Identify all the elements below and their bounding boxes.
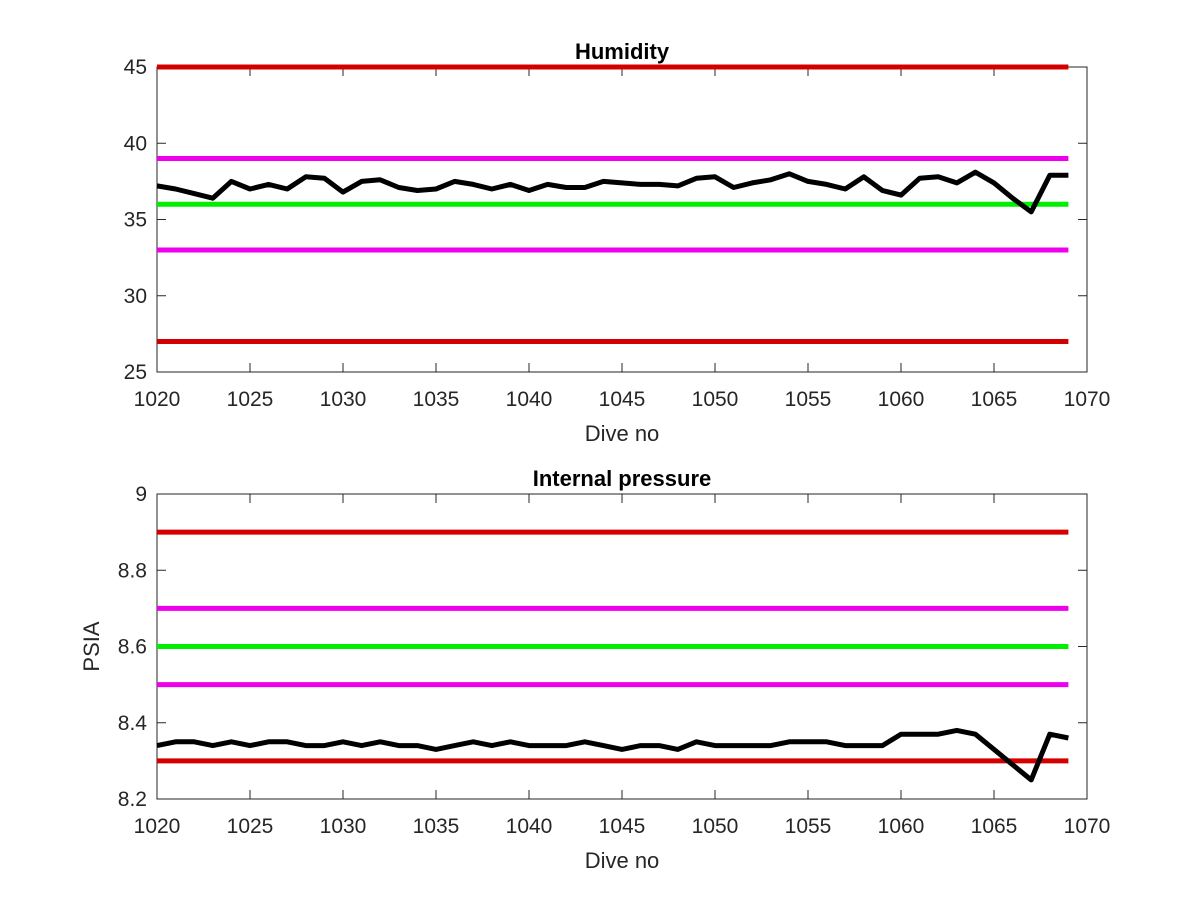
x-tick-label-humidity: 1035 — [413, 388, 460, 411]
x-axis-label-pressure: Dive no — [585, 848, 660, 873]
x-tick-label-pressure: 1050 — [692, 815, 739, 838]
x-tick-label-pressure: 1020 — [134, 815, 181, 838]
x-tick-label-pressure: 1035 — [413, 815, 460, 838]
x-tick-label-humidity: 1020 — [134, 388, 181, 411]
x-tick-label-pressure: 1025 — [227, 815, 274, 838]
x-tick-label-humidity: 1050 — [692, 388, 739, 411]
x-tick-label-pressure: 1030 — [320, 815, 367, 838]
y-tick-label-humidity: 45 — [124, 56, 147, 79]
x-tick-label-pressure: 1055 — [785, 815, 832, 838]
x-tick-label-pressure: 1040 — [506, 815, 553, 838]
y-tick-label-humidity: 35 — [124, 209, 147, 232]
x-tick-label-humidity: 1055 — [785, 388, 832, 411]
y-tick-label-pressure: 8.4 — [118, 712, 148, 735]
charts-root: Humidity 1020 1025 1030 1035 1040 1045 1050 1055… — [79, 39, 1110, 873]
y-tick-label-pressure: 8.8 — [118, 559, 147, 582]
y-axis-label-pressure: PSIA — [79, 621, 104, 671]
x-tick-label-pressure: 1070 — [1064, 815, 1111, 838]
x-tick-label-humidity: 1025 — [227, 388, 274, 411]
x-tick-label-pressure: 1065 — [971, 815, 1018, 838]
y-tick-label-pressure: 9 — [135, 483, 147, 506]
series-line-pressure — [156, 727, 1069, 783]
x-tick-label-humidity: 1065 — [971, 388, 1018, 411]
chart-humidity: Humidity 1020 1025 1030 1035 1040 1045 1050 1055… — [124, 39, 1111, 446]
axes-box-humidity — [156, 66, 1088, 373]
x-tick-label-humidity: 1070 — [1064, 388, 1111, 411]
chart-pressure: Internal pressure 1020 1025 1030 1035 1040 104… — [79, 466, 1110, 873]
x-tick-label-humidity: 1045 — [599, 388, 646, 411]
x-axis-label-humidity: Dive no — [585, 421, 660, 446]
x-tick-label-pressure: 1045 — [599, 815, 646, 838]
y-tick-label-humidity: 25 — [124, 361, 147, 384]
x-tick-label-humidity: 1060 — [878, 388, 925, 411]
x-tick-label-humidity: 1030 — [320, 388, 367, 411]
series-line-humidity — [156, 169, 1069, 215]
y-tick-label-humidity: 30 — [124, 285, 147, 308]
y-tick-label-humidity: 40 — [124, 132, 147, 155]
x-tick-label-humidity: 1040 — [506, 388, 553, 411]
chart-title-humidity: Humidity — [575, 39, 670, 64]
x-tick-label-pressure: 1060 — [878, 815, 925, 838]
y-tick-label-pressure: 8.6 — [118, 636, 147, 659]
chart-title-pressure: Internal pressure — [533, 466, 712, 491]
y-tick-label-pressure: 8.2 — [118, 788, 147, 811]
